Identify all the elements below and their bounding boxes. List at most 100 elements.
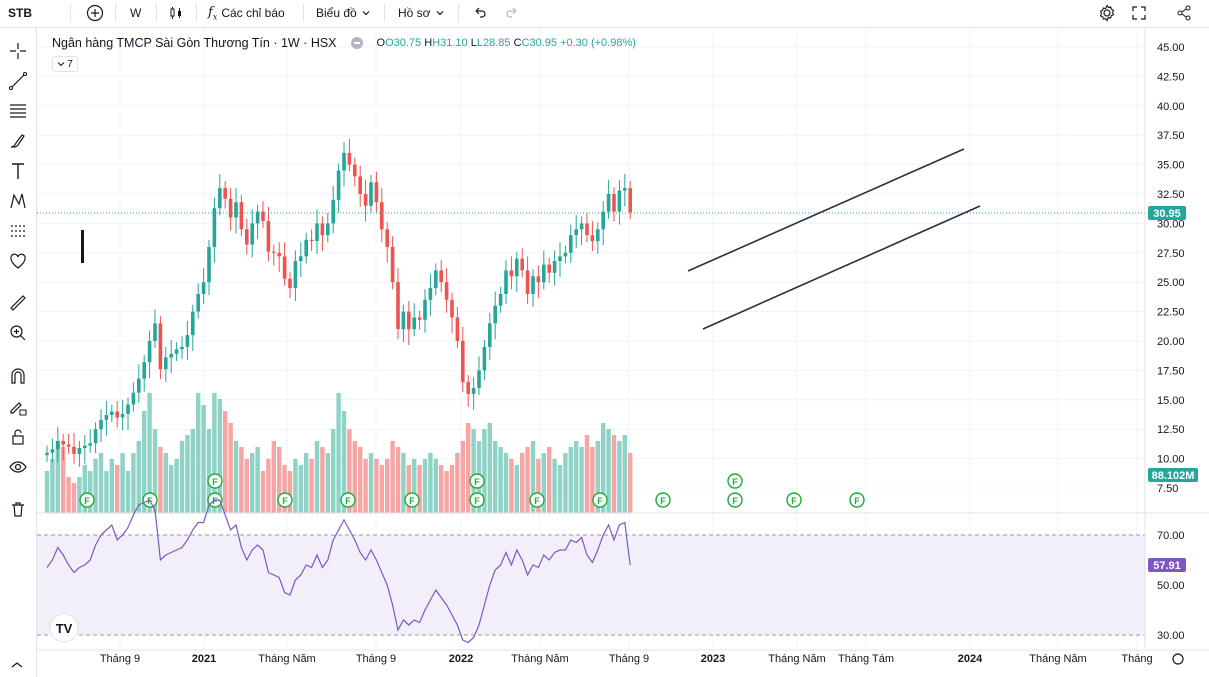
candle-body bbox=[299, 256, 303, 262]
volume-bar bbox=[260, 471, 266, 513]
candle-body bbox=[239, 202, 244, 230]
candles-style-button[interactable] bbox=[168, 3, 184, 23]
price-axis[interactable]: 45.00 42.50 40.00 37.50 35.00 32.50 30.00 27.50… bbox=[1157, 42, 1185, 495]
candle-body bbox=[110, 411, 114, 416]
settings-button[interactable] bbox=[1098, 3, 1116, 23]
text-tool[interactable] bbox=[7, 160, 29, 182]
crosshair-tool[interactable] bbox=[7, 40, 29, 62]
indicators-collapse-button[interactable]: 7 bbox=[52, 56, 78, 72]
trend-line-tool[interactable] bbox=[7, 70, 29, 92]
candle-body bbox=[525, 270, 530, 294]
volume-bar bbox=[590, 447, 595, 513]
volume-bar bbox=[120, 453, 125, 513]
volume-bar bbox=[406, 465, 411, 513]
fullscreen-button[interactable] bbox=[1131, 3, 1147, 23]
volume-value-label: 88.102M bbox=[1152, 470, 1195, 482]
candle-body bbox=[137, 378, 141, 393]
volume-bar bbox=[309, 459, 314, 513]
candle-body bbox=[477, 370, 481, 389]
lock-tool[interactable] bbox=[7, 426, 29, 448]
fib-tool[interactable] bbox=[7, 100, 29, 122]
volume-bar bbox=[239, 447, 244, 513]
undo-button[interactable] bbox=[472, 3, 488, 23]
dividend-marker bbox=[469, 473, 485, 489]
hide-tool[interactable] bbox=[7, 456, 29, 478]
volume-bar bbox=[455, 453, 460, 513]
indicators-label: Các chỉ báo bbox=[221, 6, 285, 20]
candle-body bbox=[347, 152, 352, 165]
dividend-marker-label: F bbox=[732, 477, 738, 487]
symbol-search[interactable]: STB bbox=[8, 6, 32, 20]
low-value: L28.85 bbox=[476, 37, 511, 49]
price-tick-label: 45.00 bbox=[1157, 42, 1185, 54]
brush-tool[interactable] bbox=[7, 130, 29, 152]
dividend-marker bbox=[529, 492, 545, 508]
volume-bar bbox=[147, 393, 152, 513]
redo-button[interactable] bbox=[504, 3, 520, 23]
toolbar-divider bbox=[196, 4, 197, 22]
candle-body bbox=[401, 311, 406, 330]
candle-body bbox=[396, 282, 400, 330]
share-button[interactable] bbox=[1175, 3, 1193, 23]
chart-settings-button[interactable] bbox=[1172, 653, 1184, 665]
tradingview-logo[interactable]: TV bbox=[49, 613, 79, 643]
magnet-tool[interactable] bbox=[7, 366, 29, 388]
candle-body bbox=[412, 317, 416, 330]
channel-lower-line[interactable] bbox=[702, 205, 981, 330]
remove-tool[interactable] bbox=[7, 498, 29, 520]
time-axis[interactable]: Tháng 9 2021 Tháng Năm Tháng 9 2022 Tháng Năm… bbox=[100, 653, 1153, 665]
candle-body bbox=[77, 448, 82, 454]
channel-upper-line[interactable] bbox=[687, 148, 965, 272]
price-tick-label: 37.50 bbox=[1157, 130, 1185, 142]
measure-tool[interactable] bbox=[7, 292, 29, 314]
chart-menu-button[interactable]: Biểu đồ bbox=[316, 3, 371, 23]
candle-body bbox=[466, 382, 470, 394]
volume-bar bbox=[71, 483, 77, 513]
volume-bar bbox=[136, 441, 141, 513]
dividend-marker bbox=[79, 492, 95, 508]
candle-body bbox=[612, 194, 616, 212]
candle-body bbox=[363, 194, 368, 206]
dividend-marker-label: F bbox=[84, 496, 90, 506]
time-tick-label: Tháng 9 bbox=[100, 653, 140, 665]
volume-bar bbox=[385, 459, 390, 513]
plus-circle-icon bbox=[86, 4, 104, 22]
candle-body bbox=[196, 293, 200, 312]
volume-bar bbox=[179, 441, 185, 513]
candle-body bbox=[450, 299, 454, 318]
volume-bar bbox=[174, 459, 179, 513]
zoom-tool[interactable] bbox=[7, 322, 29, 344]
candle-body bbox=[126, 404, 130, 414]
lock-drawings-tool[interactable] bbox=[7, 396, 29, 418]
candle-body bbox=[250, 223, 254, 245]
volume-bar bbox=[282, 465, 287, 513]
candle-body bbox=[569, 235, 573, 253]
heart-icon bbox=[10, 253, 26, 269]
volume-bar bbox=[104, 471, 109, 513]
candle-body bbox=[147, 341, 152, 363]
candle-body bbox=[606, 194, 611, 212]
candle-body bbox=[218, 188, 222, 209]
volume-bar bbox=[530, 441, 536, 513]
volume-bar bbox=[563, 453, 568, 513]
volume-bar bbox=[606, 429, 611, 513]
volume-bar bbox=[444, 471, 449, 513]
interval-button[interactable]: W bbox=[130, 6, 142, 20]
trash-icon bbox=[12, 502, 24, 517]
chevron-up-icon[interactable] bbox=[11, 662, 23, 668]
high-value: H31.10 bbox=[432, 37, 468, 49]
candle-body bbox=[552, 261, 557, 273]
favorites-tool[interactable] bbox=[7, 250, 29, 272]
pattern-tool[interactable] bbox=[7, 190, 29, 212]
candle-body bbox=[455, 317, 460, 341]
volume-bar bbox=[352, 441, 357, 513]
compare-button[interactable] bbox=[86, 3, 104, 23]
price-tick-label: 10.00 bbox=[1157, 454, 1185, 466]
profile-menu-button[interactable]: Hồ sơ bbox=[398, 3, 445, 23]
legend-options-icon[interactable] bbox=[350, 37, 363, 49]
candle-body bbox=[320, 223, 325, 236]
series-title[interactable]: Ngân hàng TMCP Sài Gòn Thương Tín · 1W ·… bbox=[52, 36, 337, 50]
indicators-button[interactable]: fx Các chỉ báo bbox=[208, 3, 285, 23]
volume-bar bbox=[595, 441, 600, 513]
